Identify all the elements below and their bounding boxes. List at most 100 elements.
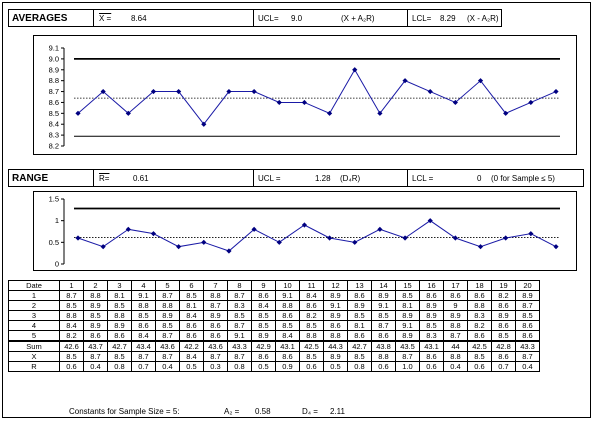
table-cell: 8.8 xyxy=(84,291,108,301)
constants-label: Constants for Sample Size = 5: xyxy=(69,407,180,416)
table-cell: 8.9 xyxy=(420,301,444,311)
data-point xyxy=(428,89,433,94)
table-cell: 8.5 xyxy=(516,311,540,321)
table-cell: 8.7 xyxy=(156,331,180,342)
table-cell: 17 xyxy=(444,281,468,291)
table-cell: 43.5 xyxy=(396,341,420,352)
data-point xyxy=(503,235,508,240)
data-point xyxy=(528,100,533,105)
data-point xyxy=(277,100,282,105)
y-tick-label: 0 xyxy=(55,260,59,269)
table-cell: 7 xyxy=(204,281,228,291)
table-cell: 0.4 xyxy=(444,362,468,372)
table-cell: 8.6 xyxy=(132,321,156,331)
table-cell: 5 xyxy=(156,281,180,291)
y-tick-label: 8.3 xyxy=(49,131,59,140)
data-point xyxy=(553,244,558,249)
averages-chart: 9.19.08.98.88.78.68.58.48.38.2 xyxy=(34,36,576,154)
table-cell: 8.5 xyxy=(396,291,420,301)
table-cell: 8.7 xyxy=(228,352,252,362)
y-tick-label: 8.9 xyxy=(49,65,59,74)
table-cell: 8.5 xyxy=(348,311,372,321)
range-lcl-label: LCL = xyxy=(412,174,433,183)
y-tick-label: 8.4 xyxy=(49,120,59,129)
y-tick-label: 8.8 xyxy=(49,76,59,85)
table-cell: 42.7 xyxy=(348,341,372,352)
table-cell: 13 xyxy=(348,281,372,291)
table-cell: 42.2 xyxy=(180,341,204,352)
table-cell: 0.7 xyxy=(132,362,156,372)
table-cell: 8.6 xyxy=(204,321,228,331)
table-cell: 8.5 xyxy=(252,311,276,321)
averages-ucl-formula: (X + A₂R) xyxy=(341,14,375,23)
table-cell: 8.9 xyxy=(84,301,108,311)
table-cell: 8.6 xyxy=(108,331,132,342)
table-cell: 8.7 xyxy=(516,352,540,362)
table-cell: 8.9 xyxy=(348,301,372,311)
data-point xyxy=(302,100,307,105)
averages-lcl-formula: (X - A₂R) xyxy=(467,14,499,23)
table-cell: 8.9 xyxy=(84,321,108,331)
table-cell: 8.6 xyxy=(180,331,204,342)
table-cell: 8.7 xyxy=(156,352,180,362)
data-point xyxy=(201,240,206,245)
table-cell: 43.7 xyxy=(84,341,108,352)
row-label: 5 xyxy=(9,331,60,342)
table-cell: 8.5 xyxy=(84,311,108,321)
data-table: Date 1 2 3 4 5 6 7 8 9 10 11 12 13 14 15 16 17 18 19 20 1 8.7 8… xyxy=(8,280,540,372)
table-cell: 43.3 xyxy=(228,341,252,352)
table-cell: 44.3 xyxy=(324,341,348,352)
table-cell: 0.8 xyxy=(228,362,252,372)
table-cell: 4 xyxy=(132,281,156,291)
table-cell: 8.8 xyxy=(468,301,492,311)
table-cell: 8.9 xyxy=(324,291,348,301)
table-cell: 8.5 xyxy=(60,352,84,362)
y-tick-label: 8.2 xyxy=(49,142,59,151)
table-cell: 8.6 xyxy=(348,291,372,301)
table-cell: 43.6 xyxy=(204,341,228,352)
table-cell: 8.6 xyxy=(180,321,204,331)
y-tick-label: 8.6 xyxy=(49,98,59,107)
range-ucl-value: 1.28 xyxy=(315,174,331,183)
table-cell: 8.5 xyxy=(468,352,492,362)
table-cell: 0.6 xyxy=(420,362,444,372)
table-cell: 8.6 xyxy=(468,291,492,301)
table-cell: 8.1 xyxy=(396,301,420,311)
table-cell: 8.7 xyxy=(228,291,252,301)
a2-label: A₂ = xyxy=(224,407,239,416)
table-cell: 9.1 xyxy=(132,291,156,301)
table-cell: 0.6 xyxy=(372,362,396,372)
table-cell: 0.4 xyxy=(84,362,108,372)
averages-header: AVERAGES X = 8.64 UCL= 9.0 (X + A₂R) LCL… xyxy=(8,9,502,27)
table-cell: 9.1 xyxy=(276,291,300,301)
averages-lcl-label: LCL= xyxy=(412,14,431,23)
data-point xyxy=(352,240,357,245)
table-cell: 8.9 xyxy=(108,321,132,331)
table-cell: 18 xyxy=(468,281,492,291)
row-label: 3 xyxy=(9,311,60,321)
range-lcl-value: 0 xyxy=(477,174,481,183)
table-cell: 0.5 xyxy=(252,362,276,372)
table-cell: 9 xyxy=(444,301,468,311)
table-cell: 8.4 xyxy=(60,321,84,331)
table-cell: 8.5 xyxy=(108,352,132,362)
table-cell: 43.3 xyxy=(516,341,540,352)
table-cell: 0.8 xyxy=(108,362,132,372)
xbar-label: X = xyxy=(99,14,111,23)
table-row: 5 8.2 8.6 8.6 8.4 8.7 8.6 8.6 9.1 8.9 8.4 8.8 8.8 8.6… xyxy=(9,331,540,342)
range-lcl-note: (0 for Sample ≤ 5) xyxy=(491,174,555,183)
table-cell: 8.5 xyxy=(276,321,300,331)
y-tick-label: 8.7 xyxy=(49,87,59,96)
table-row: 2 8.5 8.9 8.5 8.8 8.8 8.1 8.7 8.3 8.4 8.8 8.6 9.1 8.9… xyxy=(9,301,540,311)
range-ucl-formula: (D₄R) xyxy=(340,174,360,183)
table-cell: 1 xyxy=(60,281,84,291)
table-cell: 0.5 xyxy=(324,362,348,372)
table-cell: 0.7 xyxy=(492,362,516,372)
rbar-label: R= xyxy=(99,174,109,183)
table-cell: 8.8 xyxy=(108,311,132,321)
table-cell: 8.2 xyxy=(492,291,516,301)
table-cell: 8.6 xyxy=(204,331,228,342)
table-cell: 0.6 xyxy=(60,362,84,372)
table-cell: 8.5 xyxy=(108,301,132,311)
row-label: 4 xyxy=(9,321,60,331)
